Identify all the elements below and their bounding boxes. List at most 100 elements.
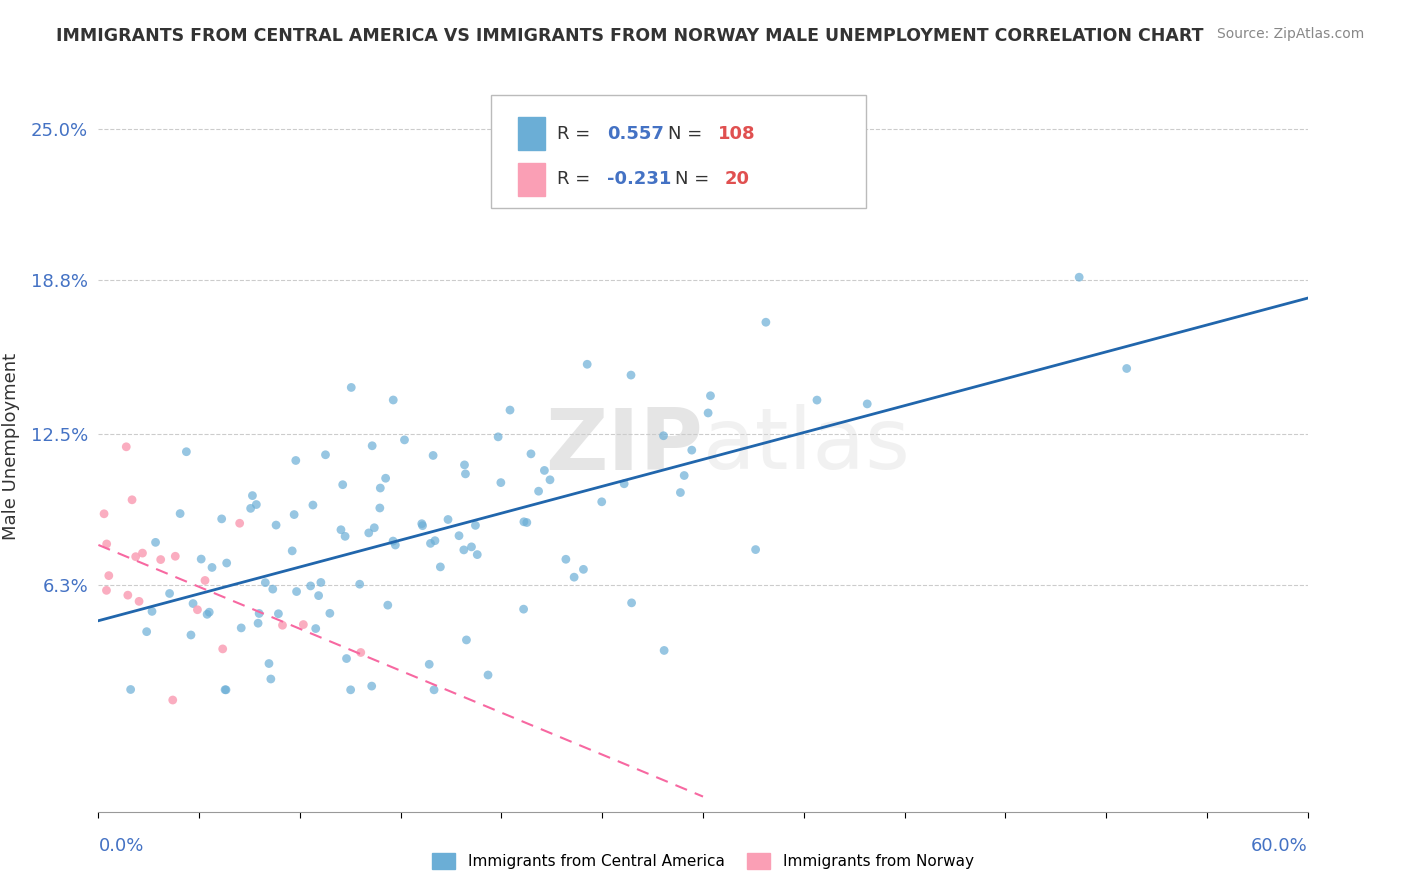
- Point: [117, 588, 139, 602]
- Point: [239, 501, 262, 516]
- Point: [412, 518, 434, 533]
- Point: [423, 682, 446, 697]
- Point: [429, 560, 451, 574]
- Text: 20: 20: [724, 170, 749, 188]
- Text: N =: N =: [668, 125, 709, 143]
- Point: [181, 597, 204, 611]
- Point: [419, 536, 441, 550]
- Point: [159, 586, 181, 600]
- Point: [149, 552, 172, 566]
- Point: [456, 632, 478, 647]
- Point: [281, 544, 304, 558]
- Point: [299, 579, 322, 593]
- Point: [382, 534, 405, 549]
- Point: [361, 439, 384, 453]
- Point: [329, 523, 352, 537]
- Point: [464, 518, 486, 533]
- Point: [1069, 270, 1091, 285]
- Point: [267, 607, 290, 621]
- Point: [262, 582, 284, 596]
- Point: [319, 607, 342, 621]
- Point: [554, 552, 576, 566]
- Point: [652, 429, 675, 443]
- Point: [128, 594, 150, 608]
- Point: [308, 589, 330, 603]
- Text: -0.231: -0.231: [607, 170, 672, 188]
- Point: [176, 444, 198, 458]
- Point: [214, 682, 236, 697]
- Point: [520, 447, 543, 461]
- Point: [486, 430, 509, 444]
- Point: [211, 512, 233, 526]
- Point: [315, 448, 337, 462]
- Text: Source: ZipAtlas.com: Source: ZipAtlas.com: [1216, 27, 1364, 41]
- Point: [195, 607, 218, 622]
- Point: [201, 560, 224, 574]
- Point: [460, 540, 482, 554]
- Point: [538, 473, 561, 487]
- Point: [697, 406, 720, 420]
- Point: [620, 368, 643, 382]
- Point: [418, 657, 440, 672]
- Point: [516, 516, 538, 530]
- Point: [465, 548, 488, 562]
- Point: [349, 577, 371, 591]
- Point: [374, 471, 396, 485]
- Point: [115, 440, 138, 454]
- Point: [264, 518, 287, 533]
- Point: [613, 476, 636, 491]
- Point: [499, 403, 522, 417]
- Point: [512, 602, 534, 616]
- Point: [305, 622, 328, 636]
- Point: [562, 570, 585, 584]
- Point: [368, 501, 391, 516]
- Point: [339, 682, 361, 697]
- Point: [285, 584, 308, 599]
- Point: [423, 533, 446, 548]
- Point: [454, 467, 477, 481]
- Point: [422, 449, 444, 463]
- Point: [302, 498, 325, 512]
- Point: [453, 458, 475, 472]
- Point: [699, 389, 721, 403]
- Point: [744, 542, 766, 557]
- Point: [856, 397, 879, 411]
- Point: [513, 515, 536, 529]
- FancyBboxPatch shape: [492, 95, 866, 209]
- Text: 60.0%: 60.0%: [1251, 837, 1308, 855]
- Point: [377, 598, 399, 612]
- Point: [96, 537, 118, 551]
- Point: [254, 575, 277, 590]
- Bar: [517, 162, 544, 195]
- Point: [309, 575, 332, 590]
- Point: [180, 628, 202, 642]
- Text: 108: 108: [717, 125, 755, 143]
- Text: R =: R =: [557, 125, 596, 143]
- Point: [1115, 361, 1137, 376]
- Point: [231, 621, 253, 635]
- Point: [247, 607, 270, 621]
- Text: R =: R =: [557, 170, 596, 188]
- Point: [673, 468, 696, 483]
- Point: [576, 357, 599, 371]
- Point: [260, 672, 283, 686]
- Legend: Immigrants from Central America, Immigrants from Norway: Immigrants from Central America, Immigra…: [426, 847, 980, 875]
- Point: [382, 392, 405, 407]
- Point: [360, 679, 382, 693]
- Point: [806, 393, 828, 408]
- Point: [121, 492, 143, 507]
- Point: [477, 668, 499, 682]
- Bar: [517, 118, 544, 150]
- Text: atlas: atlas: [703, 404, 911, 488]
- Point: [620, 596, 643, 610]
- Point: [437, 512, 460, 526]
- Text: 0.557: 0.557: [607, 125, 665, 143]
- Point: [169, 507, 191, 521]
- Point: [190, 552, 212, 566]
- Text: IMMIGRANTS FROM CENTRAL AMERICA VS IMMIGRANTS FROM NORWAY MALE UNEMPLOYMENT CORR: IMMIGRANTS FROM CENTRAL AMERICA VS IMMIG…: [56, 27, 1204, 45]
- Point: [198, 605, 221, 619]
- Point: [211, 641, 233, 656]
- Point: [384, 538, 406, 552]
- Point: [411, 516, 433, 531]
- Point: [125, 549, 148, 564]
